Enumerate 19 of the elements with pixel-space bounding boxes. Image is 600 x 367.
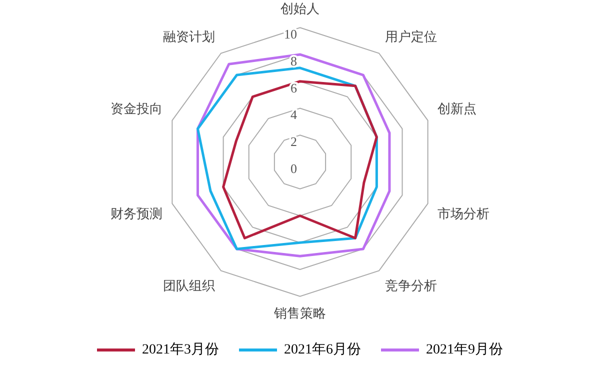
spoke-label: 资金投向 [110, 101, 163, 116]
y-tick-label: 10 [284, 26, 297, 42]
spoke-label: 创始人 [280, 1, 320, 16]
spoke-label: 创新点 [437, 101, 476, 116]
y-tick-label: 2 [290, 134, 297, 150]
y-tick-label: 8 [290, 53, 297, 68]
spoke-label: 财务预测 [110, 206, 163, 221]
spoke-label: 融资计划 [163, 28, 216, 44]
legend-label: 2021年9月份 [426, 342, 503, 358]
y-tick-label: 4 [290, 107, 298, 122]
spoke-label: 用户定位 [384, 28, 437, 44]
y-tick-label: 0 [290, 160, 297, 176]
y-tick-label: 6 [290, 80, 298, 96]
legend-label: 2021年6月份 [284, 342, 361, 358]
spoke-label: 团队组织 [163, 278, 216, 294]
spoke-label: 市场分析 [437, 206, 490, 221]
legend-label: 2021年3月份 [142, 342, 219, 358]
spoke-label: 竞争分析 [384, 278, 437, 294]
spoke-label: 销售策略 [273, 306, 326, 321]
